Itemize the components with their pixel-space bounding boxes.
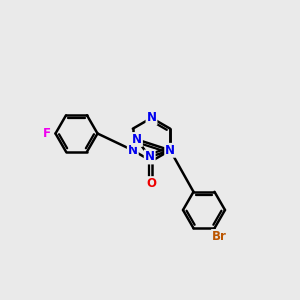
Text: N: N — [132, 133, 142, 146]
Text: N: N — [146, 111, 157, 124]
Text: O: O — [146, 177, 157, 190]
Text: N: N — [128, 144, 138, 157]
Text: F: F — [43, 127, 51, 140]
Text: Br: Br — [212, 230, 227, 243]
Text: N: N — [165, 144, 175, 157]
Text: N: N — [145, 151, 155, 164]
